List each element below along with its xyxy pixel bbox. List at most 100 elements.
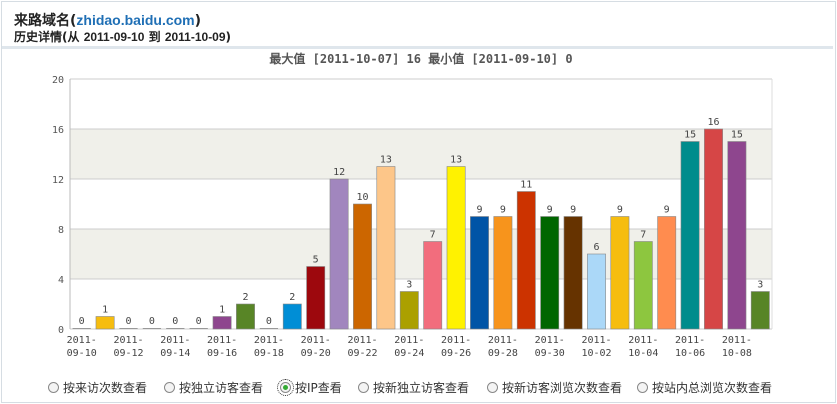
x-tick-label: 09-14 [160,348,190,359]
x-tick-label: 09-26 [441,348,471,359]
x-tick-label: 2011- [254,335,284,346]
bar [142,328,162,329]
data-label: 9 [617,205,623,216]
data-label: 3 [406,280,412,291]
radio-unchecked-icon[interactable] [637,382,648,393]
radio-unchecked-icon[interactable] [487,382,498,393]
x-tick-label: 09-22 [347,348,377,359]
x-tick-label: 09-24 [394,348,424,359]
data-label: 7 [640,230,646,241]
radio-label: 按站内总浏览次数查看 [652,381,773,395]
data-label: 9 [664,205,670,216]
data-label: 11 [520,180,532,191]
x-tick-label: 09-18 [254,348,284,359]
data-label: 12 [333,167,345,178]
x-tick-label: 2011- [207,335,237,346]
bar [399,291,419,330]
x-tick-label: 2011- [488,335,518,346]
data-label: 0 [266,316,272,327]
bar [540,216,560,330]
x-tick-label: 2011- [581,335,611,346]
data-label: 16 [707,117,719,128]
x-tick-label: 2011- [675,335,705,346]
data-label: 6 [593,242,599,253]
grid-band [70,129,772,179]
grid-band [70,229,772,279]
x-tick-label: 2011- [394,335,424,346]
bar [587,253,606,330]
x-tick-label: 2011- [160,335,190,346]
data-label: 9 [547,205,553,216]
x-tick-label: 09-28 [488,348,518,359]
bar [236,303,255,330]
x-tick-label: 10-06 [675,348,705,359]
radio-option[interactable]: 按独立访客查看 [164,379,263,396]
radio-unchecked-icon[interactable] [48,382,59,393]
radio-unchecked-icon[interactable] [164,382,175,393]
bar [423,241,443,330]
bar [166,328,185,329]
data-label: 0 [149,316,155,327]
data-label: 0 [79,316,85,327]
bar [282,303,302,330]
header: 来路域名(zhidao.baidu.com) 历史详情(从 2011-09-10… [2,2,833,49]
bar [259,328,279,329]
bar [727,141,747,330]
bar [446,166,466,330]
data-label: 13 [450,155,462,166]
bar [563,216,583,330]
radio-option[interactable]: 按来访次数查看 [48,379,147,396]
data-label: 7 [430,230,436,241]
radio-checked-icon[interactable] [277,379,294,396]
data-label: 15 [731,130,743,141]
data-label: 10 [356,192,368,203]
bar [306,266,326,330]
bar [329,178,349,330]
x-tick-label: 2011- [113,335,143,346]
x-tick-label: 2011- [301,335,331,346]
radio-option[interactable]: 按站内总浏览次数查看 [637,379,772,396]
data-label: 2 [289,292,295,303]
data-label: 3 [757,280,763,291]
bar [72,328,91,329]
x-tick-label: 2011- [535,335,565,346]
y-tick-label: 16 [52,125,64,136]
x-tick-label: 10-04 [628,348,658,359]
bar [704,128,723,330]
bar [376,166,396,330]
data-label: 9 [500,205,506,216]
radio-option[interactable]: 按新独立访客查看 [358,379,469,396]
y-tick-label: 0 [58,325,64,336]
page-title: 来路域名(zhidao.baidu.com) [14,12,202,29]
data-label: 0 [172,316,178,327]
bar [470,216,489,330]
x-tick-label: 09-30 [535,348,565,359]
bar [680,141,700,330]
radio-label: 按新访客浏览次数查看 [502,381,623,395]
data-label: 9 [476,205,482,216]
radio-option[interactable]: 按新访客浏览次数查看 [487,379,622,396]
data-label: 13 [380,155,392,166]
radio-label: 按IP查看 [295,381,342,395]
y-tick-label: 20 [52,75,64,86]
bar [657,216,677,330]
x-tick-label: 09-12 [113,348,143,359]
bar-chart: 最大值 [2011-10-07] 16 最小值 [2011-09-10] 0 0 4… [52,51,773,359]
bar [750,291,770,330]
y-tick-label: 12 [52,175,64,186]
x-tick-label: 2011- [722,335,752,346]
radio-option[interactable]: 按IP查看 [277,379,342,396]
domain-link[interactable]: zhidao.baidu.com [76,12,195,28]
radio-unchecked-icon[interactable] [358,382,369,393]
radio-label: 按来访次数查看 [63,381,148,395]
data-label: 15 [684,130,696,141]
data-label: 0 [125,316,131,327]
bar [610,216,630,330]
bar [95,316,115,330]
x-tick-label: 09-10 [67,348,97,359]
x-tick-label: 10-02 [581,348,611,359]
data-label: 9 [570,205,576,216]
data-label: 1 [102,305,108,316]
data-label: 1 [219,305,225,316]
